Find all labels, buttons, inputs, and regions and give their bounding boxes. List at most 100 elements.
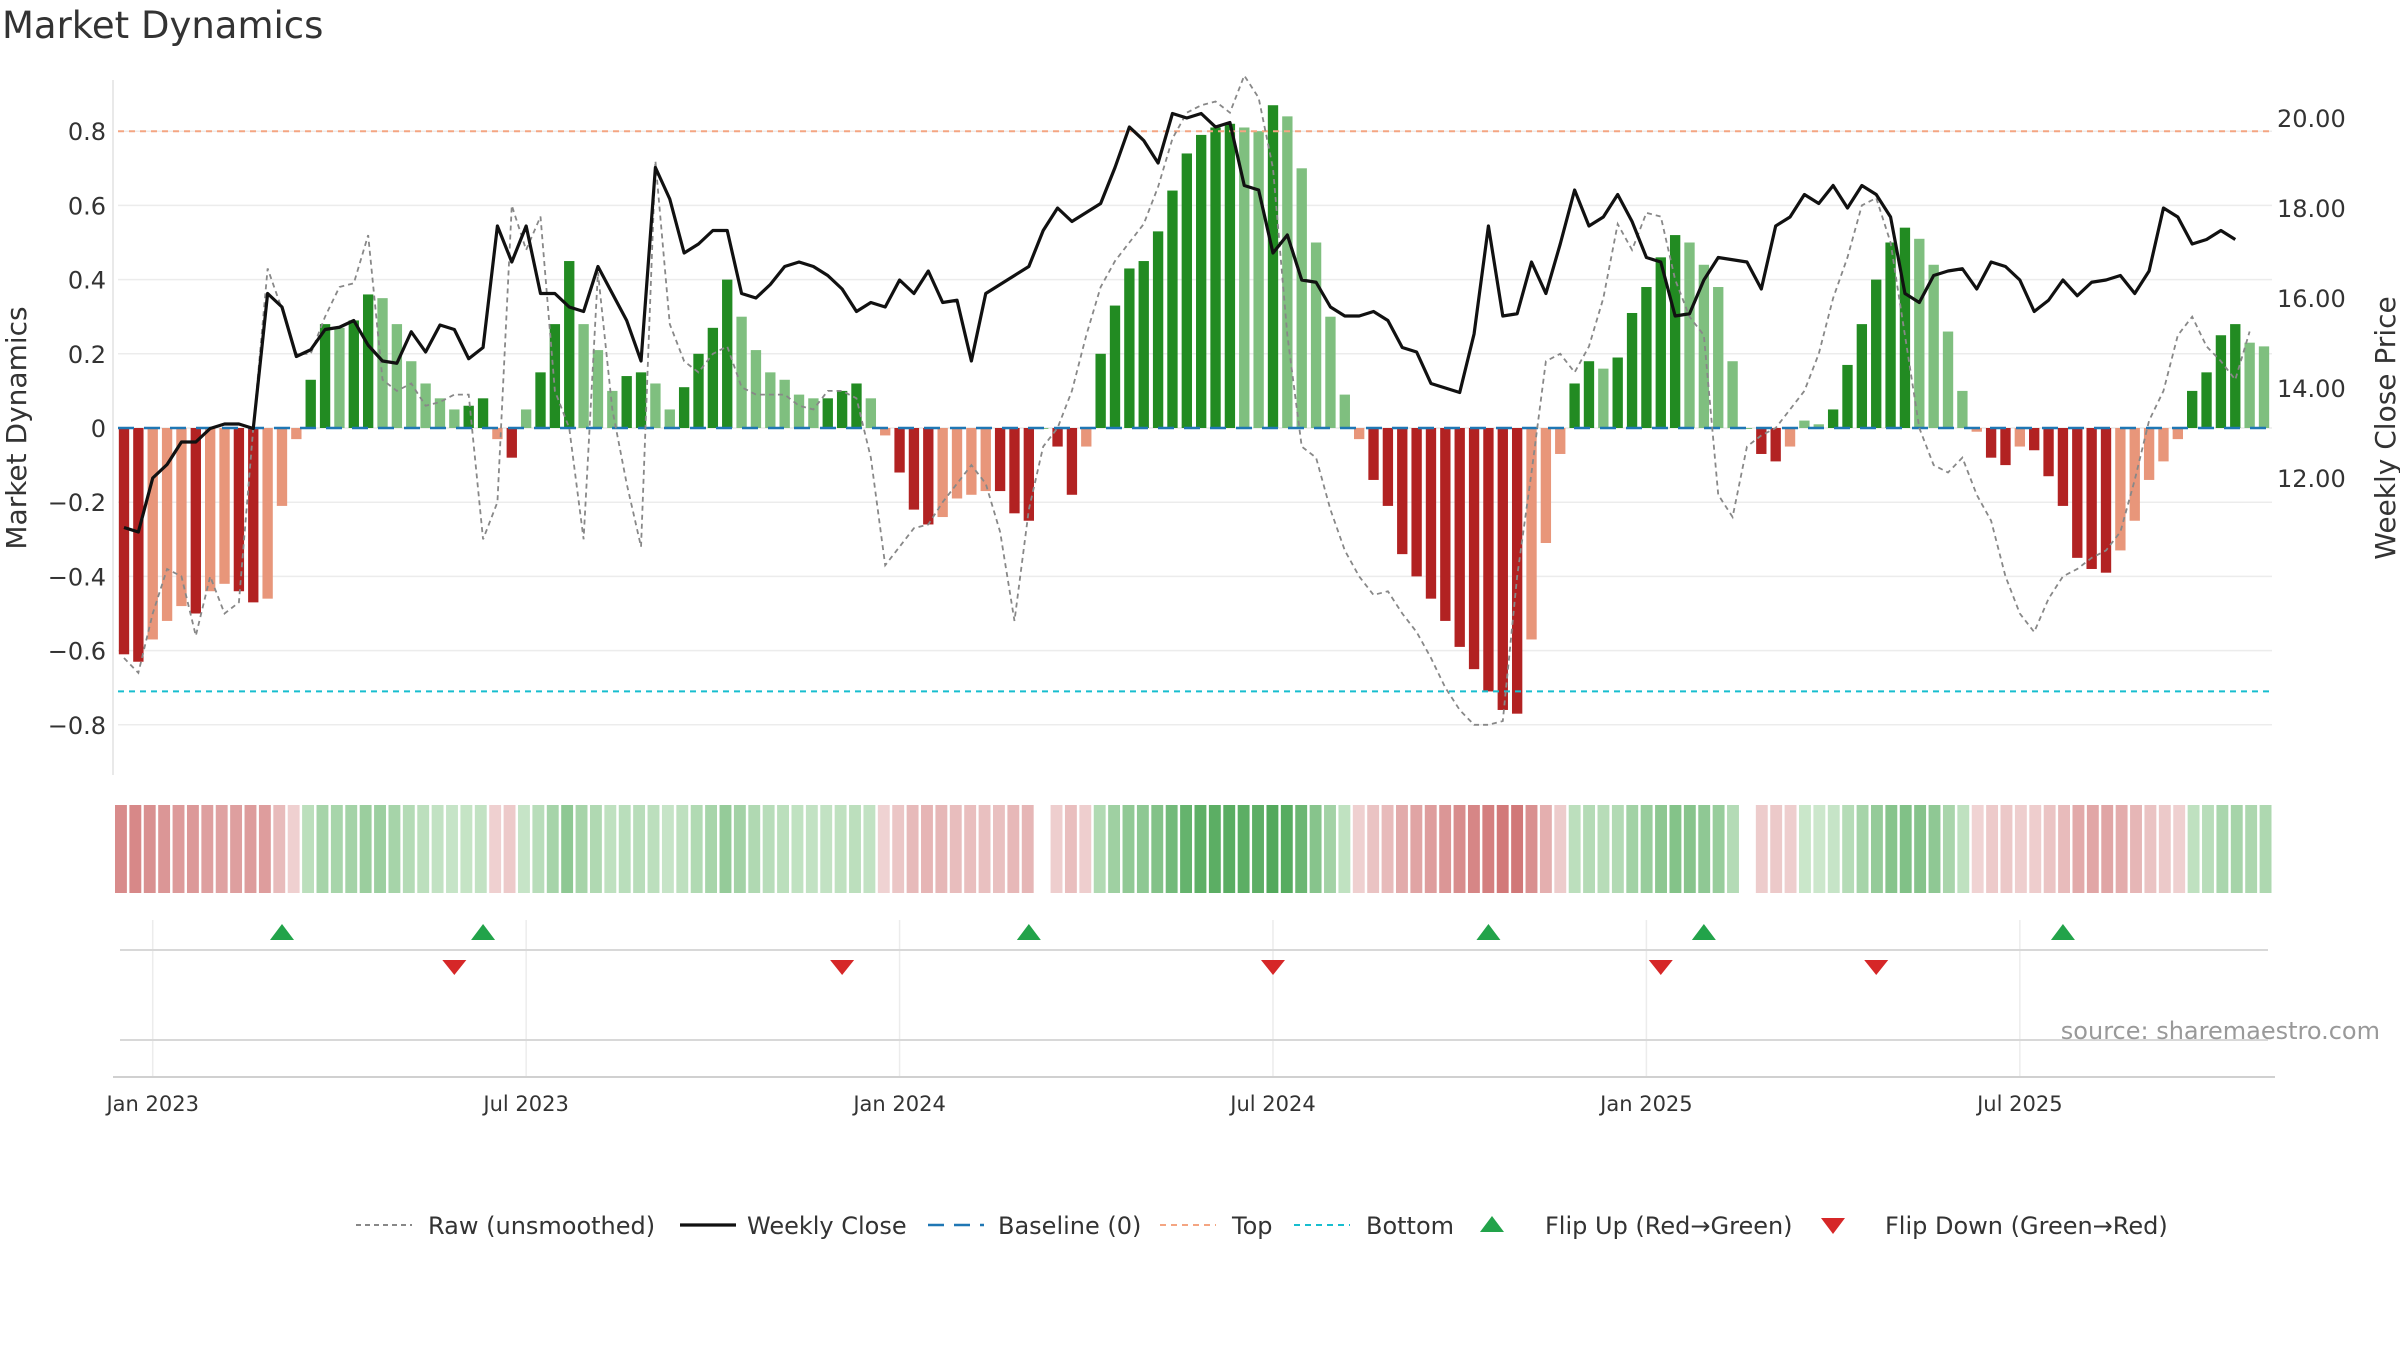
market-dynamics-bar: [750, 350, 762, 428]
market-dynamics-bar: [1899, 227, 1911, 428]
market-dynamics-bar: [1124, 268, 1135, 428]
heat-band-cell: [1669, 805, 1682, 893]
market-dynamics-bar: [1698, 264, 1710, 428]
market-dynamics-bar: [564, 261, 575, 428]
heat-band-cell: [1180, 805, 1192, 893]
heat-band-cell: [1683, 805, 1696, 893]
y2-tick-label: 20.00: [2277, 105, 2346, 133]
market-dynamics-bar: [2014, 428, 2026, 447]
heat-band-cell: [2158, 805, 2171, 893]
heat-band-cell: [1813, 805, 1826, 893]
heat-band-cell: [2245, 805, 2258, 893]
heat-band-cell: [805, 805, 818, 893]
market-dynamics-bar: [147, 428, 158, 640]
heat-band-cell: [474, 805, 487, 893]
market-dynamics-bar: [765, 372, 776, 428]
legend-label: Weekly Close: [747, 1212, 907, 1240]
heat-band-cell: [1021, 805, 1034, 893]
source-label: source: sharemaestro.com: [2061, 1017, 2380, 1045]
heat-band-cell: [2259, 805, 2272, 893]
heat-band-cell: [633, 805, 646, 893]
heat-band-cell: [1122, 805, 1135, 893]
heat-band-cell: [1539, 805, 1552, 893]
market-dynamics-bar: [2043, 428, 2054, 477]
market-dynamics-bar: [1842, 364, 1853, 428]
market-dynamics-bar: [1138, 261, 1149, 428]
market-dynamics-bar: [205, 428, 216, 592]
heat-band-cell: [417, 805, 430, 893]
heat-band-cell: [1352, 805, 1365, 893]
heat-band-cell: [302, 805, 315, 893]
market-dynamics-bar: [1339, 394, 1350, 428]
market-dynamics-bar: [391, 324, 403, 428]
heat-band-cell: [2000, 805, 2013, 893]
market-dynamics-bar: [664, 409, 675, 428]
market-dynamics-bar: [1713, 287, 1724, 428]
heat-band-cell: [618, 805, 631, 893]
market-dynamics-bar: [2187, 390, 2198, 428]
market-dynamics-bar: [1483, 428, 1494, 692]
market-dynamics-bar: [836, 390, 848, 428]
legend-label: Baseline (0): [998, 1212, 1141, 1240]
heat-band-cell: [388, 805, 401, 893]
market-dynamics-bar: [1526, 428, 1537, 640]
flip-up-marker: [471, 924, 496, 940]
heat-band-cell: [1136, 805, 1149, 893]
market-dynamics-bar: [1310, 242, 1322, 428]
legend-swatch: [1821, 1218, 1845, 1234]
legend-swatch: [1480, 1216, 1504, 1232]
heat-band-cell: [834, 805, 847, 893]
market-dynamics-bar: [808, 398, 819, 428]
market-dynamics-bar: [449, 409, 460, 428]
heat-band-cell: [1165, 805, 1178, 893]
market-dynamics-bar: [406, 361, 417, 428]
heat-band-cell: [1914, 805, 1927, 893]
market-dynamics-bar: [492, 428, 503, 440]
heat-band-cell: [2230, 805, 2243, 893]
heat-band-cell: [244, 805, 257, 893]
heat-band-cell: [1410, 805, 1423, 893]
market-dynamics-bar: [1497, 428, 1508, 710]
market-dynamics-bar: [693, 353, 704, 428]
heat-band-cell: [446, 805, 458, 893]
market-dynamics-bar: [793, 394, 805, 428]
heat-band-cell: [1309, 805, 1322, 893]
heat-band-cell: [1957, 805, 1970, 893]
market-dynamics-bar: [908, 428, 920, 510]
heat-band-cell: [1597, 805, 1610, 893]
market-dynamics-bar: [1641, 287, 1652, 428]
heat-band-cell: [273, 805, 286, 893]
market-dynamics-bar: [1167, 190, 1178, 428]
x-tick-label: Jul 2024: [1228, 1092, 1315, 1116]
market-dynamics-bar: [1181, 153, 1192, 428]
heat-band-cell: [186, 805, 199, 893]
x-tick-label: Jul 2025: [1975, 1092, 2062, 1116]
market-dynamics-bar: [1052, 428, 1063, 447]
heat-band-cell: [1424, 805, 1437, 893]
market-dynamics-bar: [1942, 331, 1954, 428]
market-dynamics-bar: [1626, 312, 1638, 428]
heat-band-cell: [935, 805, 948, 893]
legend-label: Raw (unsmoothed): [428, 1212, 655, 1240]
market-dynamics-bar: [722, 279, 733, 428]
market-dynamics-bar: [1741, 428, 1753, 429]
heat-band-cell: [546, 805, 559, 893]
heat-band-cell: [345, 805, 358, 893]
heat-band-cell: [402, 805, 415, 893]
heat-band-cell: [1568, 805, 1581, 893]
heat-band-cell: [316, 805, 329, 893]
market-dynamics-bar: [1023, 428, 1035, 521]
heat-band-cell: [287, 805, 300, 893]
flip-up-marker: [1691, 924, 1716, 940]
market-dynamics-bar: [2057, 428, 2069, 506]
heat-band-cell: [230, 805, 243, 893]
heat-band-cell: [2115, 805, 2128, 893]
market-dynamics-bar: [923, 428, 934, 525]
heat-band-cell: [2014, 805, 2027, 893]
y-tick-label: −0.2: [48, 489, 106, 517]
y-tick-label: 0.4: [68, 267, 106, 295]
market-dynamics-bar: [1971, 428, 1982, 432]
heat-band-cell: [733, 805, 746, 893]
y-tick-label: 0.2: [68, 341, 106, 369]
